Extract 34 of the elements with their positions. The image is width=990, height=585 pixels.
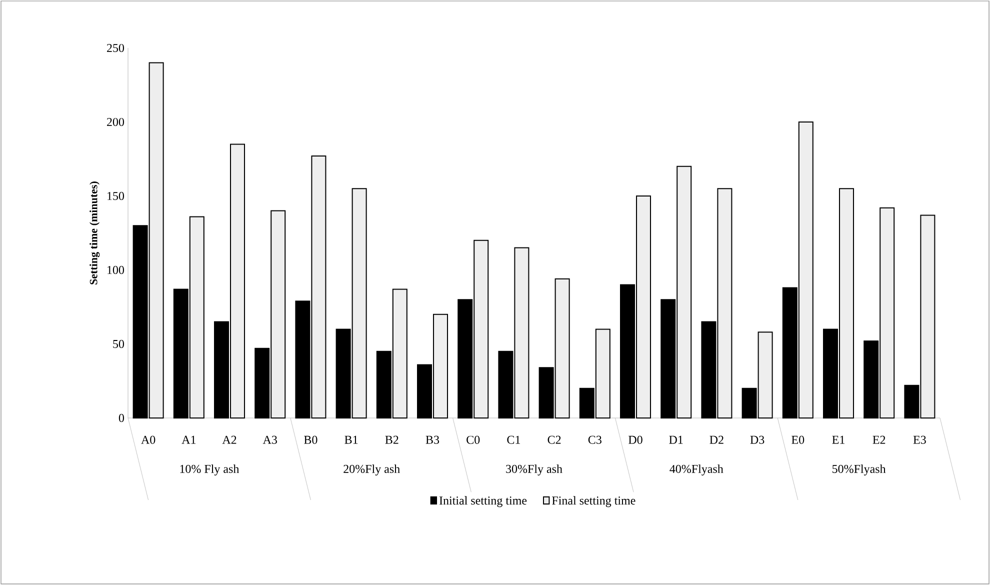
x-tick-label: D3 bbox=[750, 436, 764, 444]
x-tick-label: E3 bbox=[913, 436, 926, 444]
y-tick-label: 250 bbox=[107, 44, 124, 52]
y-tick-label: 100 bbox=[108, 266, 124, 274]
y-axis-title: Setting time (minutes) bbox=[90, 182, 100, 284]
legend-label: Final setting time bbox=[552, 496, 636, 508]
x-tick-label: D0 bbox=[628, 436, 642, 444]
x-tick-label: A2 bbox=[222, 436, 236, 444]
text: 40%Flyash bbox=[670, 464, 724, 476]
x-tick-label: B0 bbox=[304, 436, 318, 444]
x-tick-label: E1 bbox=[832, 436, 844, 444]
x-tick-label: E0 bbox=[792, 436, 804, 444]
x-tick-label: C0 bbox=[466, 436, 480, 444]
x-tick-label: E2 bbox=[872, 436, 886, 444]
x-tick-label: C1 bbox=[507, 436, 520, 444]
text: 10% Fly ash bbox=[180, 464, 240, 476]
text: 20%Fly ash bbox=[344, 464, 400, 476]
x-tick-label: A0 bbox=[141, 436, 156, 444]
x-tick-label: B1 bbox=[344, 436, 358, 444]
text: 30%Fly ash bbox=[506, 464, 562, 476]
x-tick-label: B2 bbox=[385, 436, 398, 444]
legend-label: Initial setting time bbox=[439, 496, 527, 508]
text: 50%Flyash bbox=[832, 464, 886, 476]
x-tick-label: D2 bbox=[710, 436, 724, 444]
x-tick-label: A1 bbox=[182, 436, 196, 444]
y-tick-label: 200 bbox=[107, 118, 124, 126]
y-tick-label: 0 bbox=[118, 414, 124, 422]
x-tick-label: A3 bbox=[262, 436, 277, 444]
y-tick-label: 50 bbox=[113, 340, 124, 348]
y-tick-label: 150 bbox=[108, 192, 124, 200]
x-tick-label: C2 bbox=[548, 436, 561, 444]
x-tick-label: C3 bbox=[588, 436, 602, 444]
x-tick-label: B3 bbox=[426, 436, 440, 444]
x-tick-label: D1 bbox=[669, 436, 683, 444]
